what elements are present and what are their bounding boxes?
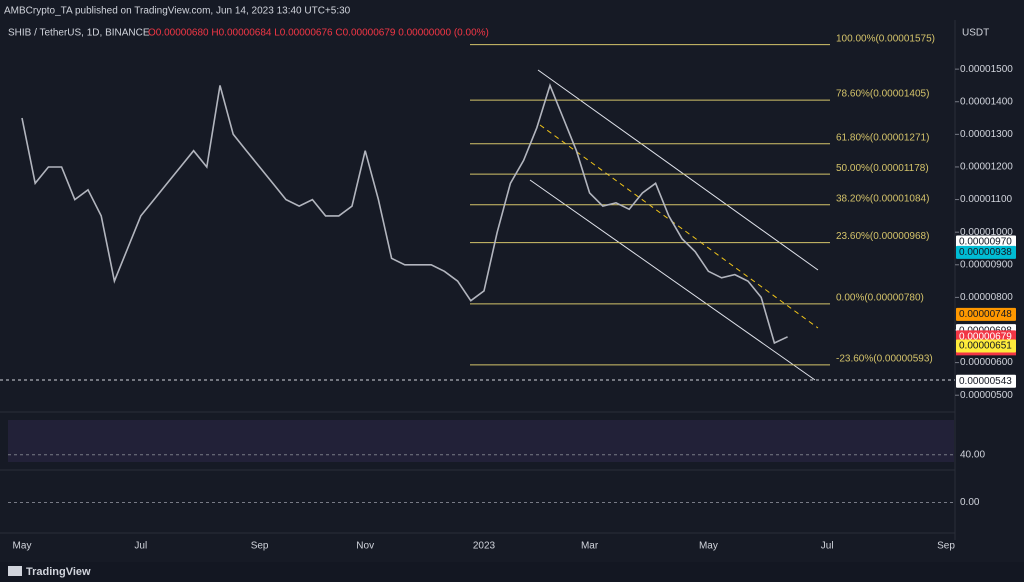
symbol: SHIB / TetherUS, 1D, BINANCE — [8, 28, 150, 39]
y-tick-label: 0.00001100 — [960, 194, 1013, 205]
price-tag-label: 0.00000748 — [959, 309, 1012, 320]
x-tick-label: 2023 — [473, 541, 496, 552]
trend-line — [539, 124, 819, 329]
y-tick-label: 0.00001000 — [960, 227, 1013, 238]
price-tag — [956, 235, 1016, 249]
rsi-band — [8, 420, 954, 462]
fib-label: 50.00%(0.00001178) — [836, 163, 929, 174]
y-axis-label: USDT — [962, 28, 989, 39]
ohlc: O0.00000680 H0.00000684 L0.00000676 C0.0… — [148, 28, 489, 39]
x-tick-label: Mar — [581, 541, 599, 552]
price-tag — [956, 307, 1016, 321]
y-tick-label: 0.00000500 — [960, 390, 1013, 401]
y-tick-label: 0.00001400 — [960, 96, 1013, 107]
x-tick-label: Jul — [821, 541, 834, 552]
brand: TradingView — [26, 566, 91, 578]
x-tick-label: Nov — [356, 541, 374, 552]
x-tick-label: May — [13, 541, 32, 552]
price-line — [21, 83, 788, 345]
panel-tick-label: 0.00 — [960, 497, 980, 508]
price-tag — [956, 245, 1016, 259]
channel-line — [537, 69, 819, 271]
fib-label: -23.60%(0.00000593) — [836, 354, 933, 365]
x-tick-label: May — [699, 541, 718, 552]
price-tag — [956, 339, 1016, 353]
fib-label: 0.00%(0.00000780) — [836, 293, 924, 304]
x-tick-label: Sep — [251, 541, 269, 552]
price-tag-label: 0.00000970 — [959, 237, 1012, 248]
x-tick-label: Sep — [937, 541, 955, 552]
y-tick-label: 0.00000600 — [960, 357, 1013, 368]
price-tag-label: 0.00000938 — [959, 247, 1012, 258]
brand-logo — [8, 566, 22, 576]
y-tick-label: 0.00001300 — [960, 129, 1013, 140]
price-tag — [956, 374, 1016, 388]
fib-label: 61.80%(0.00001271) — [836, 132, 929, 143]
footer-bar — [0, 562, 1024, 582]
price-tag-label: 0.00000679 — [959, 331, 1012, 342]
x-tick-label: Jul — [134, 541, 147, 552]
price-tag-label: 0.00000543 — [959, 376, 1012, 387]
panel-tick-label: 40.00 — [960, 449, 985, 460]
fib-label: 38.20%(0.00001084) — [836, 193, 929, 204]
publisher: AMBCrypto_TA published on TradingView.co… — [4, 6, 351, 17]
y-tick-label: 0.00001500 — [960, 64, 1013, 75]
y-tick-label: 0.00000900 — [960, 259, 1013, 270]
fib-label: 23.60%(0.00000968) — [836, 231, 929, 242]
fib-label: 100.00%(0.00001575) — [836, 33, 935, 44]
y-tick-label: 0.00001200 — [960, 162, 1013, 173]
channel-line — [529, 179, 816, 381]
fib-label: 78.60%(0.00001405) — [836, 89, 929, 100]
y-tick-label: 0.00000800 — [960, 292, 1013, 303]
price-tag-label: 0.00000651 — [959, 341, 1012, 352]
